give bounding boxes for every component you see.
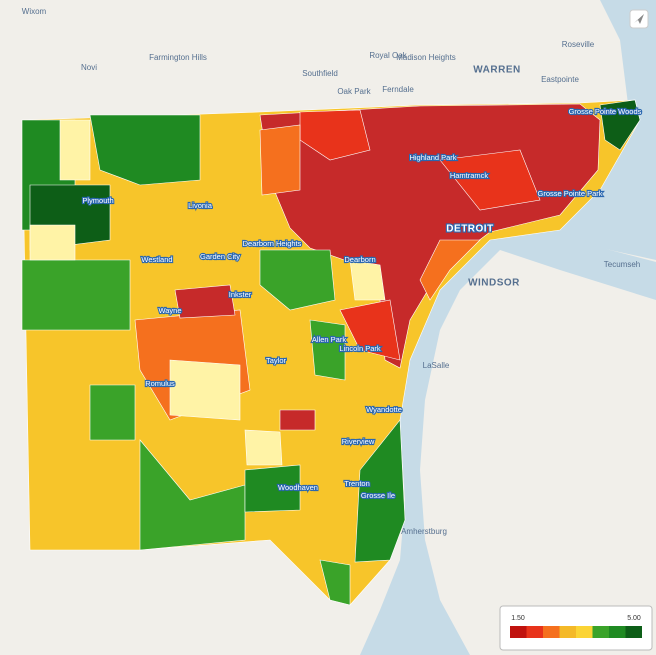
place-label: Riverview xyxy=(342,437,375,446)
tract-red xyxy=(174,284,236,319)
place-label: LaSalle xyxy=(423,361,450,370)
place-label: Southfield xyxy=(302,69,338,78)
place-label: Livonia xyxy=(188,201,213,210)
tract-orange xyxy=(259,124,301,196)
place-label: Madison Heights xyxy=(396,53,456,62)
tract-orange xyxy=(419,239,481,301)
place-label: Woodhaven xyxy=(278,483,318,492)
place-label: Allen Park xyxy=(312,335,346,344)
legend-swatch xyxy=(576,626,593,638)
place-label: DETROIT xyxy=(446,224,493,235)
place-label: Grosse Pointe Park xyxy=(537,189,602,198)
compass-icon xyxy=(634,14,644,24)
place-label: Lincoln Park xyxy=(339,344,381,353)
tract-green xyxy=(21,259,131,331)
tract-light xyxy=(349,259,386,301)
place-label: Wixom xyxy=(22,7,47,16)
place-label: Inkster xyxy=(229,290,252,299)
tract-green xyxy=(139,439,246,551)
tract-light xyxy=(169,359,241,421)
place-label: Grosse Ile xyxy=(361,491,395,500)
tract-light xyxy=(59,119,91,181)
legend-swatch xyxy=(510,626,527,638)
place-label: Royal Oak xyxy=(369,51,407,60)
legend: 1.50 5.00 xyxy=(499,605,653,651)
tract-green xyxy=(244,464,301,513)
legend-swatch xyxy=(592,626,609,638)
legend-swatch xyxy=(543,626,560,638)
place-label: Hamtramck xyxy=(450,171,489,180)
tract-red xyxy=(439,149,541,211)
legend-swatch xyxy=(559,626,576,638)
place-label: Grosse Pointe Woods xyxy=(569,107,642,116)
place-label: Garden City xyxy=(200,252,240,261)
place-label: Novi xyxy=(81,63,97,72)
tract-green xyxy=(319,559,351,606)
tract-green xyxy=(309,319,346,381)
legend-min: 1.50 xyxy=(511,615,525,622)
place-label: Plymouth xyxy=(82,196,113,205)
legend-swatch xyxy=(526,626,543,638)
tracts xyxy=(21,99,641,606)
lake xyxy=(560,0,656,260)
place-label: Amherstburg xyxy=(401,527,447,536)
tract-light xyxy=(29,224,76,261)
place-label: Westland xyxy=(141,255,172,264)
place-label: Wayne xyxy=(158,306,181,315)
legend-max: 5.00 xyxy=(627,615,641,622)
labels: Wixom Farmington Hills Novi Southfield R… xyxy=(22,7,643,536)
tract-green xyxy=(89,114,201,186)
tract-light xyxy=(244,429,283,466)
tract-green xyxy=(354,419,406,563)
place-label: Eastpointe xyxy=(541,75,579,84)
tract-red xyxy=(339,299,401,361)
place-label: Oak Park xyxy=(337,87,371,96)
place-label: WINDSOR xyxy=(468,278,520,289)
tract-green xyxy=(89,384,136,441)
legend-swatch xyxy=(625,626,642,638)
place-label: Ferndale xyxy=(382,85,414,94)
tract-green xyxy=(259,249,336,311)
tract-red xyxy=(279,409,316,431)
place-label: Taylor xyxy=(266,356,287,365)
place-label: Roseville xyxy=(562,40,595,49)
place-label: Dearborn Heights xyxy=(243,239,302,248)
place-label: Romulus xyxy=(145,379,175,388)
place-label: Dearborn xyxy=(344,255,375,264)
place-label: Tecumseh xyxy=(604,260,640,269)
river xyxy=(360,230,656,655)
place-label: Wyandotte xyxy=(366,405,402,414)
legend-swatch xyxy=(609,626,626,638)
place-label: Farmington Hills xyxy=(149,53,207,62)
place-label: Trenton xyxy=(344,479,370,488)
tract-green xyxy=(599,99,641,151)
place-label: Highland Park xyxy=(409,153,456,162)
place-label: WARREN xyxy=(473,65,520,76)
